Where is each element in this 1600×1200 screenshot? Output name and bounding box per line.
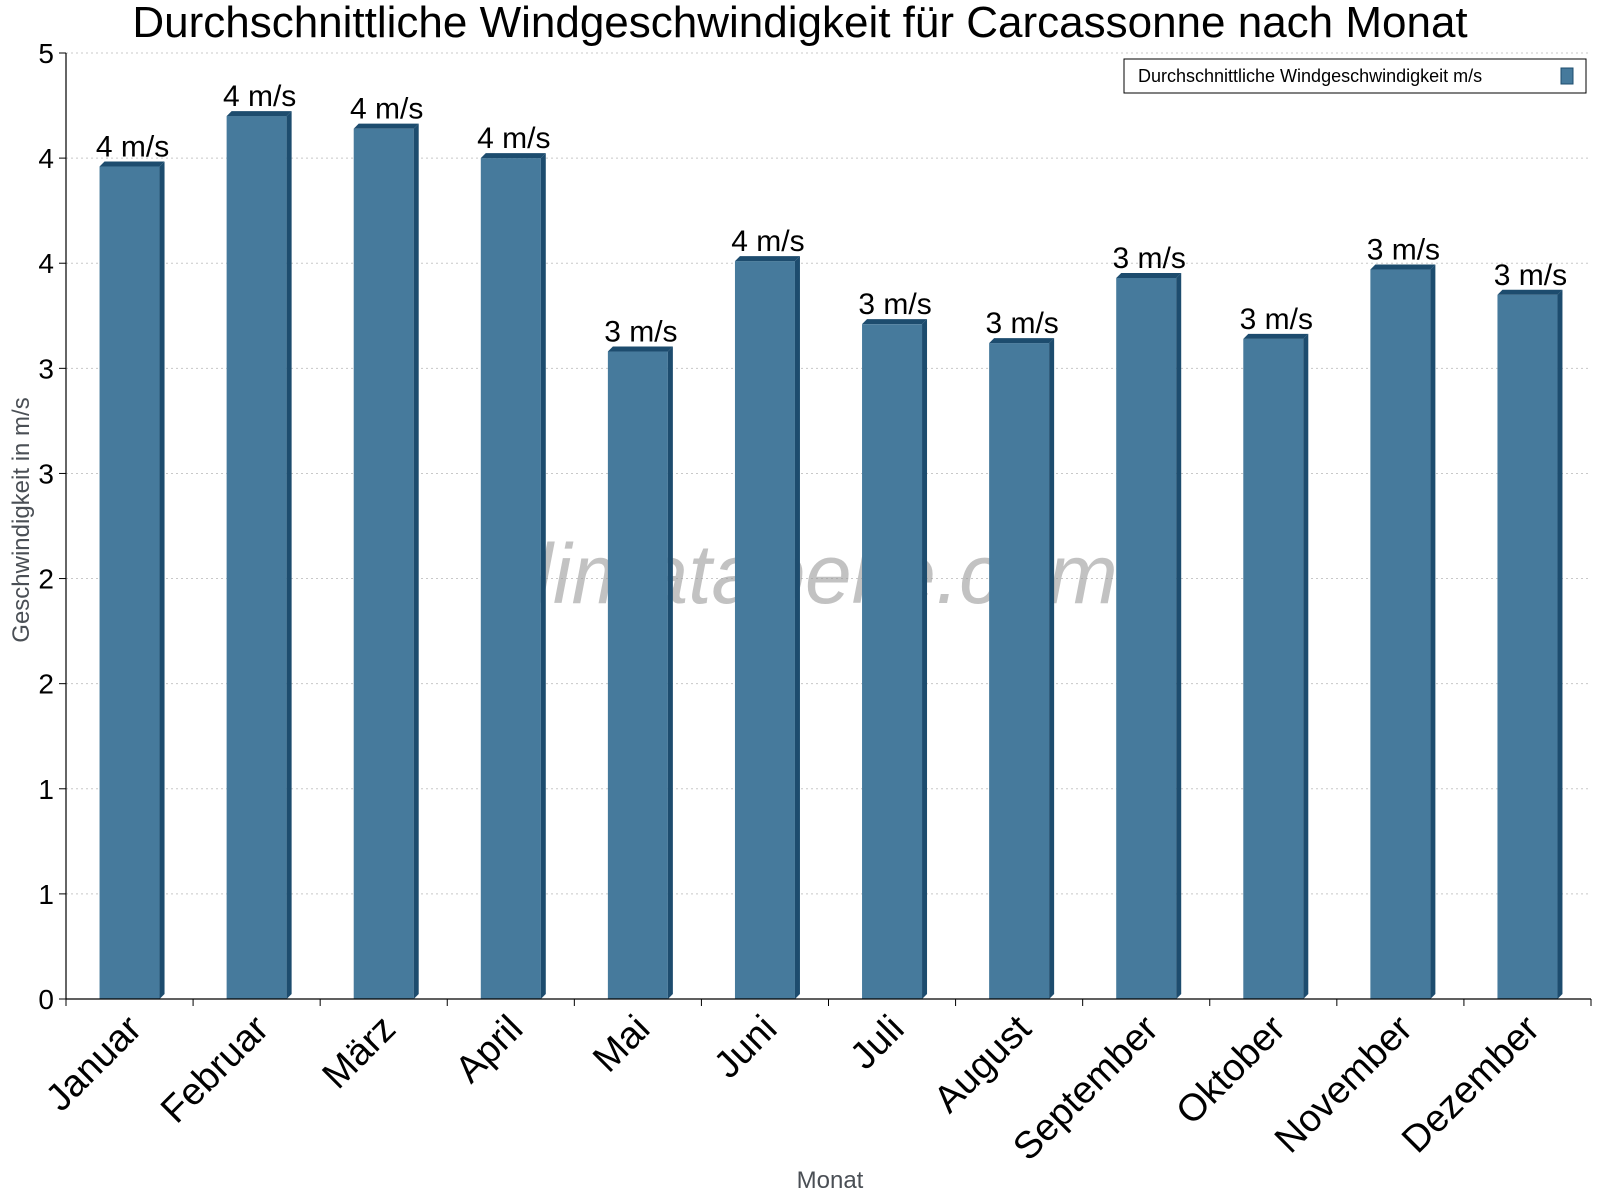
bar-top: [480, 153, 546, 159]
x-tick-label: Februar: [153, 1007, 277, 1131]
bar: [99, 161, 165, 999]
data-label: 4 m/s: [731, 225, 804, 258]
data-label: 3 m/s: [1113, 242, 1186, 275]
data-label: 4 m/s: [477, 122, 550, 155]
bar-top: [353, 123, 419, 129]
y-tick-label: 2: [38, 669, 54, 700]
legend-swatch: [1560, 67, 1574, 85]
bar-top: [989, 338, 1055, 344]
bar-front: [1497, 294, 1558, 999]
chart-title: Durchschnittliche Windgeschwindigkeit fü…: [132, 0, 1467, 47]
bar-front: [480, 158, 541, 1000]
x-tick-label: März: [315, 1008, 404, 1097]
data-label: 3 m/s: [1240, 303, 1313, 336]
legend: Durchschnittliche Windgeschwindigkeit m/…: [1123, 58, 1587, 94]
bar-side: [413, 123, 419, 1000]
y-axis-label: Geschwindigkeit in m/s: [8, 397, 35, 642]
bar-top: [1116, 272, 1182, 278]
bar-side: [1557, 289, 1563, 999]
bar-side: [667, 346, 673, 999]
x-tick-label: Mai: [585, 1008, 658, 1081]
x-tick-label: November: [1267, 1007, 1421, 1161]
data-label: 3 m/s: [604, 316, 677, 349]
bar-front: [99, 166, 160, 999]
x-tick-label: August: [926, 1007, 1040, 1121]
data-label: 3 m/s: [1494, 259, 1567, 292]
bar: [1370, 264, 1436, 999]
bar: [989, 338, 1055, 999]
data-label: 3 m/s: [858, 288, 931, 321]
x-tick-label: Dezember: [1394, 1007, 1548, 1161]
bar-top: [1497, 289, 1563, 295]
bar: [862, 319, 928, 1000]
bar-front: [1243, 338, 1304, 999]
bar: [226, 111, 292, 1000]
bar-top: [226, 111, 292, 117]
bar-front: [862, 324, 923, 1000]
y-tick-label: 1: [38, 879, 54, 910]
data-label: 4 m/s: [96, 131, 169, 164]
bar-side: [922, 319, 928, 1000]
bar-top: [1243, 333, 1309, 339]
bar-top: [607, 346, 673, 352]
bar-side: [1430, 264, 1436, 999]
bar-top: [99, 161, 165, 167]
bar: [1497, 289, 1563, 999]
y-axis-ticks: 0 1 1 2 2 3 3 4 4 5: [38, 38, 66, 1015]
bar: [607, 346, 673, 999]
bar-side: [1303, 333, 1309, 999]
bar-side: [1049, 338, 1055, 999]
x-axis-ticks: Januar Februar März April Mai Juni Juli AugustS…: [38, 999, 1592, 1169]
bar-side: [794, 256, 800, 999]
x-axis-label: Monat: [797, 1167, 864, 1194]
bar-front: [353, 128, 414, 999]
data-label: 4 m/s: [223, 80, 296, 113]
bar: [734, 256, 800, 999]
legend-label: Durchschnittliche Windgeschwindigkeit m/…: [1138, 66, 1482, 86]
x-tick-label: Januar: [38, 1007, 150, 1119]
data-labels: 4 m/s 4 m/s 4 m/s 4 m/s 3 m/s 4 m/s 3 m/s 3 m/s…: [96, 80, 1567, 348]
bar: [353, 123, 419, 1000]
bar-front: [226, 116, 287, 1000]
bar: [1116, 272, 1182, 1000]
bar-side: [540, 153, 546, 1000]
bar-front: [607, 351, 668, 999]
bar-side: [1176, 272, 1182, 1000]
y-tick-label: 5: [38, 38, 54, 69]
bar-top: [1370, 264, 1436, 270]
y-tick-label: 1: [38, 774, 54, 805]
bar-side: [159, 161, 165, 999]
x-tick-label: April: [448, 1008, 531, 1091]
data-label: 4 m/s: [350, 93, 423, 126]
legend-box: [1123, 58, 1587, 94]
bar: [1243, 333, 1309, 999]
x-tick-label: Oktober: [1168, 1007, 1294, 1133]
x-tick-label: Juli: [842, 1008, 912, 1078]
bar: [480, 153, 546, 1000]
bar-series: [99, 111, 1563, 1000]
gridlines: [66, 52, 1591, 895]
data-label: 3 m/s: [985, 307, 1058, 340]
y-tick-label: 0: [38, 984, 54, 1015]
x-tick-label: Juni: [706, 1008, 785, 1087]
bar-side: [286, 111, 292, 1000]
bar-front: [1370, 269, 1431, 999]
data-label: 3 m/s: [1367, 234, 1440, 267]
y-tick-label: 2: [38, 564, 54, 595]
y-tick-label: 4: [38, 248, 54, 279]
bar-top: [734, 256, 800, 262]
bar-top: [862, 319, 928, 325]
bar-front: [1116, 277, 1177, 1000]
y-tick-label: 3: [38, 353, 54, 384]
y-tick-label: 4: [38, 143, 54, 174]
bar-front: [989, 343, 1050, 999]
y-tick-label: 3: [38, 458, 54, 489]
bar-front: [734, 261, 795, 999]
axes: [65, 53, 1591, 1000]
